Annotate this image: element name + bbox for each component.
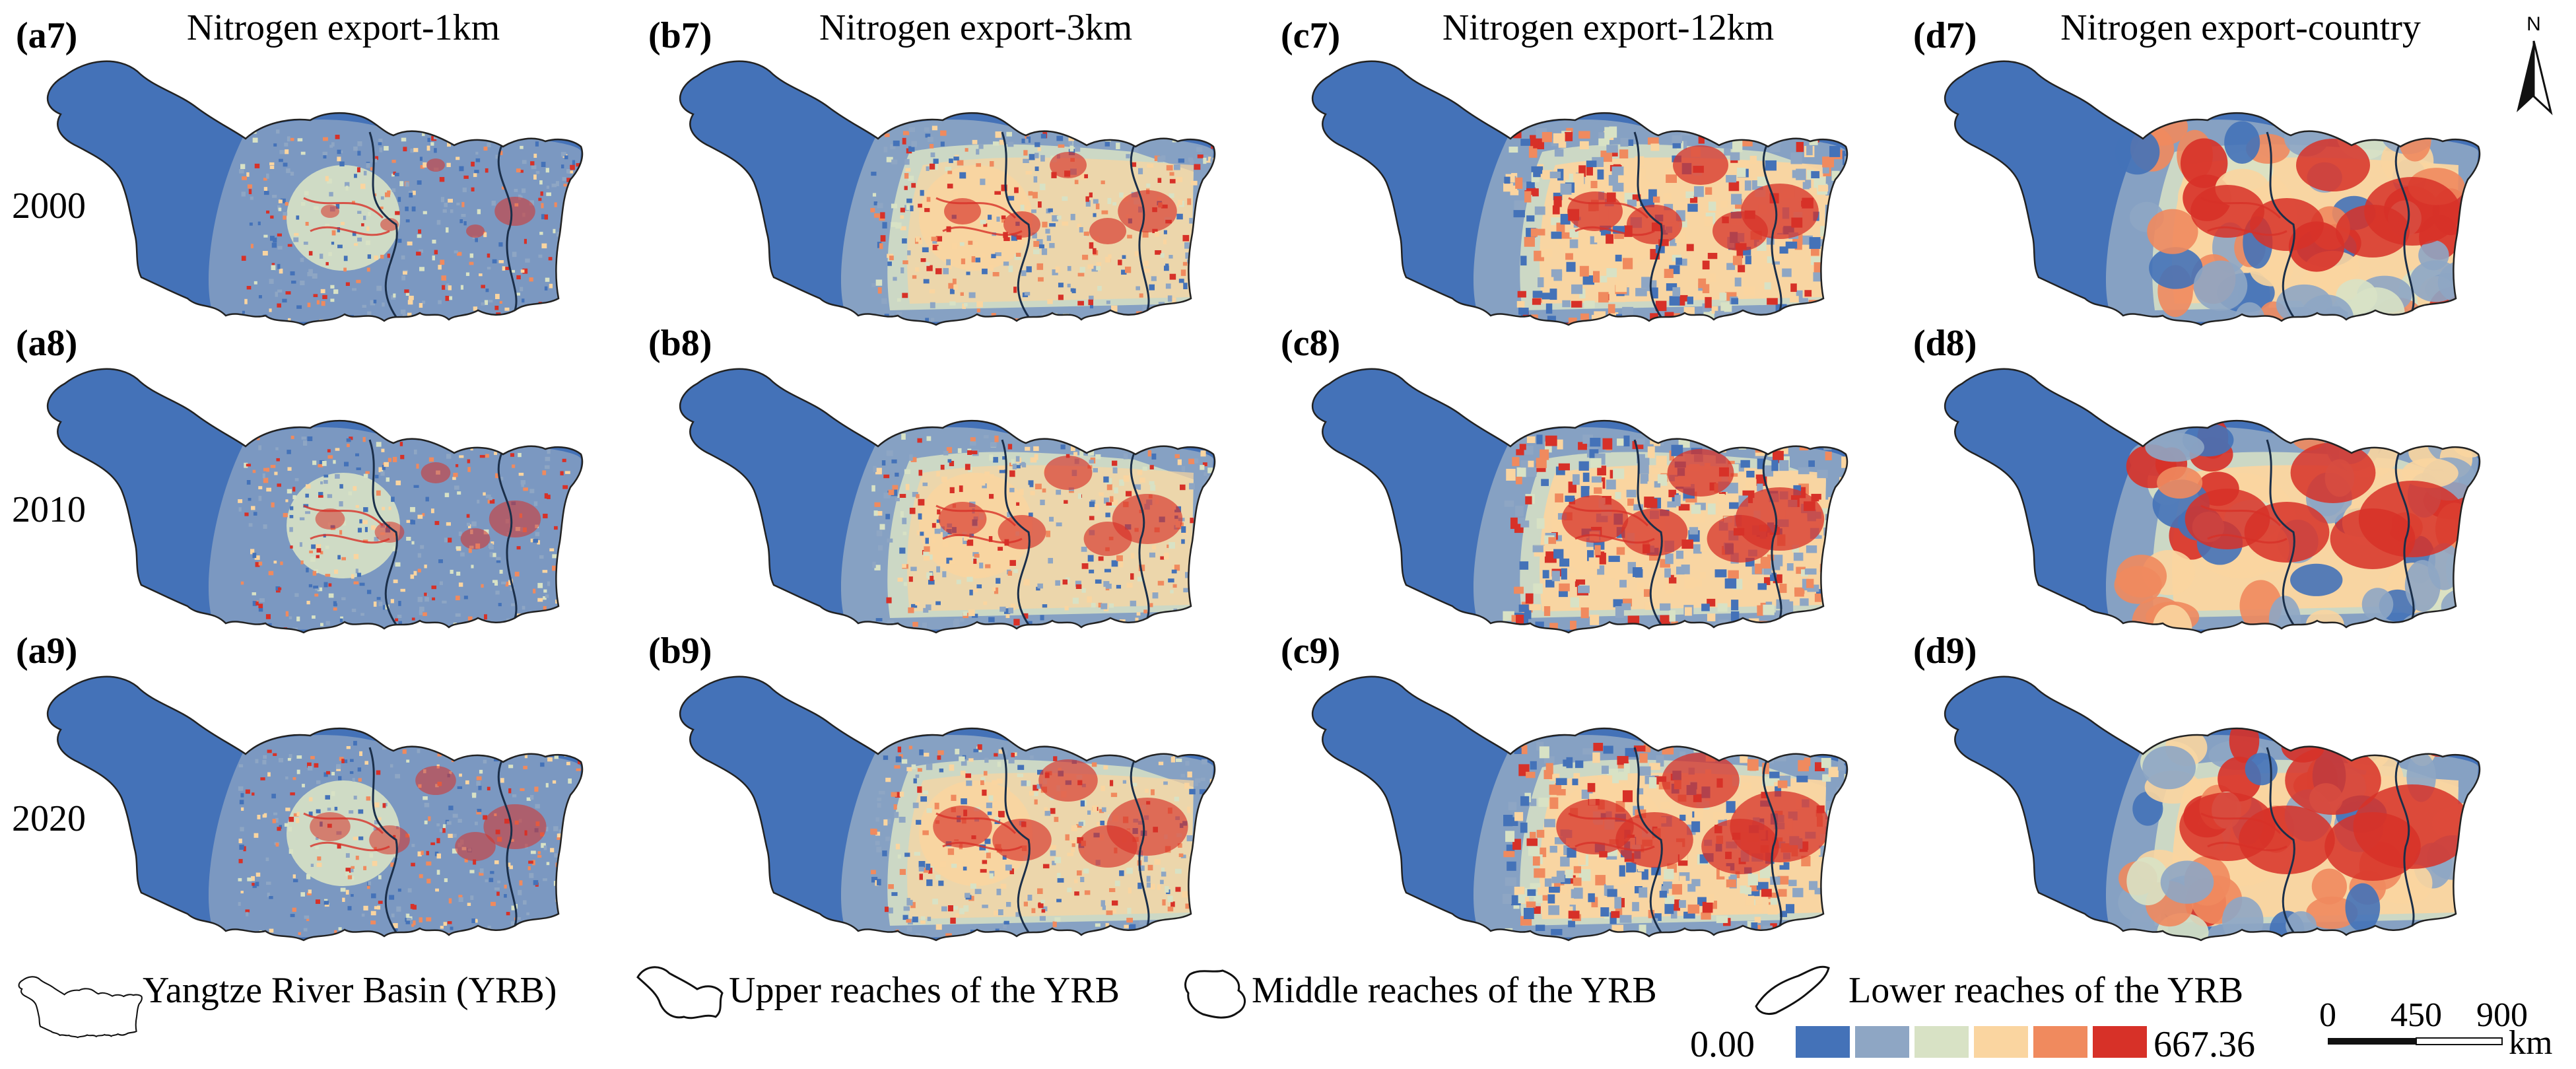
panel-label: (a9): [16, 631, 77, 672]
panel-label: (b9): [648, 631, 712, 672]
legend-item-lower: Lower reaches of the YRB: [1755, 965, 2243, 1016]
panel-label: (b7): [648, 15, 712, 56]
column-title: Nitrogen export-1km: [187, 7, 500, 48]
scale-bar-open-segment: [2416, 1037, 2503, 1045]
scale-bar-filled-segment: [2328, 1038, 2416, 1045]
scale-tick-450: 450: [2390, 996, 2442, 1034]
panel-label: (d8): [1913, 323, 1977, 364]
lower-reaches-outline-icon: [1755, 965, 1830, 1016]
map-panel: (d7): [1913, 15, 2481, 326]
scale-tick-0: 0: [2319, 996, 2336, 1034]
upper-reaches-outline-icon: [636, 966, 724, 1019]
row-year-label: 2010: [12, 489, 86, 530]
color-bar-swatches: [1796, 1026, 2147, 1058]
color-bar-swatch: [2093, 1026, 2147, 1058]
panel-label: (d7): [1913, 15, 1977, 56]
panel-label: (b8): [648, 323, 712, 364]
middle-reaches-outline-icon: [1184, 969, 1246, 1019]
map-panel: (a7): [16, 15, 584, 326]
legend-item-yrb: Yangtze River Basin (YRB): [18, 970, 557, 1039]
row-year-label: 2000: [12, 186, 86, 226]
scale-tick-900: 900: [2476, 996, 2528, 1034]
legend-item-middle: Middle reaches of the YRB: [1184, 969, 1657, 1019]
map-panel: (b8): [648, 323, 1216, 634]
north-arrow-label: N: [2526, 13, 2541, 35]
map-panel: (b9): [648, 631, 1216, 942]
legend-label-lower: Lower reaches of the YRB: [1848, 970, 2243, 1011]
panel-label: (a8): [16, 323, 77, 364]
color-bar-swatch: [1915, 1026, 1969, 1058]
column-title: Nitrogen export-3km: [819, 7, 1132, 48]
panel-label: (c8): [1281, 323, 1340, 364]
panel-label: (c9): [1281, 631, 1340, 672]
north-arrow-icon: N: [2517, 13, 2553, 116]
yrb-outline-icon: [18, 976, 143, 1039]
map-panel: (c9): [1281, 631, 1848, 942]
scale-unit: km: [2509, 1024, 2552, 1062]
map-panel: (c8): [1281, 323, 1848, 634]
color-bar-swatch: [1974, 1026, 2028, 1058]
color-bar: 0.00 667.36: [1690, 1024, 2255, 1065]
legend-label-yrb: Yangtze River Basin (YRB): [143, 970, 557, 1011]
column-title: Nitrogen export-country: [2060, 7, 2421, 48]
legend-label-middle: Middle reaches of the YRB: [1252, 970, 1657, 1011]
row-year-label: 2020: [12, 798, 86, 839]
column-title: Nitrogen export-12km: [1442, 7, 1774, 48]
map-panel: (a8): [16, 323, 584, 634]
panel-label: (a7): [16, 15, 77, 56]
legend-item-upper: Upper reaches of the YRB: [636, 966, 1120, 1019]
color-bar-swatch: [1855, 1026, 1909, 1058]
color-bar-swatch: [1796, 1026, 1850, 1058]
color-bar-min-label: 0.00: [1690, 1024, 1755, 1065]
color-bar-swatch: [2033, 1026, 2087, 1058]
map-panel: (d9): [1913, 631, 2481, 942]
scale-bar: 0 450 900 km: [2319, 996, 2552, 1062]
map-panel: (c7): [1281, 15, 1848, 326]
panel-label: (d9): [1913, 631, 1977, 672]
map-panel: (d8): [1913, 323, 2481, 634]
panel-label: (c7): [1281, 15, 1340, 56]
map-panel: (a9): [16, 631, 584, 942]
region-legend: Yangtze River Basin (YRB) Upper reaches …: [18, 965, 2243, 1039]
color-bar-max-label: 667.36: [2153, 1024, 2255, 1065]
panel-grid: (a7) (b7) (c7) (d7) 2000 (a8) (b8) (c8) (d8) 2010…: [12, 7, 2481, 942]
map-panel: (b7): [648, 15, 1216, 326]
legend-label-upper: Upper reaches of the YRB: [729, 970, 1120, 1011]
